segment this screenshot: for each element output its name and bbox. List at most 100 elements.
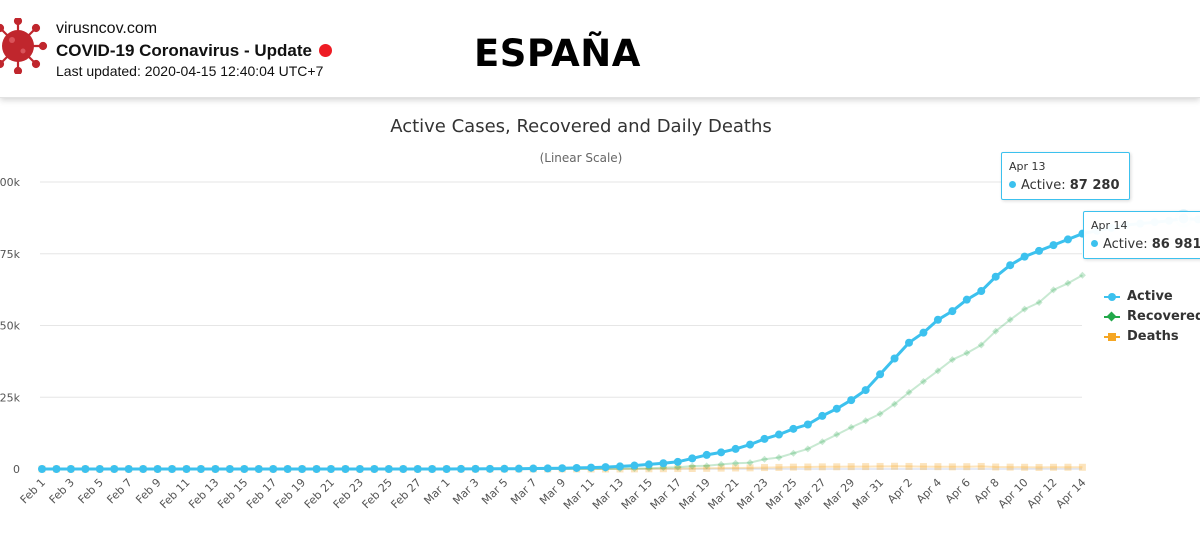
deaths-point [645,465,653,473]
x-tick-label: Feb 7 [104,476,134,506]
active-point [760,434,769,443]
y-tick-label: 0 [13,463,20,476]
x-tick-label: Feb 25 [360,476,395,511]
active-point [81,464,90,473]
active-point [1020,252,1029,261]
x-tick-label: Feb 17 [244,476,279,511]
deaths-point [891,462,899,470]
legend-item-recovered[interactable]: Recovered [1104,307,1200,327]
chart-title: Active Cases, Recovered and Daily Deaths [390,116,772,137]
active-point [789,424,798,433]
site-name[interactable]: virusncov.com [56,20,158,37]
deaths-point [1064,463,1072,471]
deaths-point [948,463,956,471]
deaths-point [732,464,740,472]
active-point [543,464,552,473]
active-point [587,463,596,472]
active-point [991,272,1000,281]
recovered-point [891,400,899,408]
x-tick-label: Apr 6 [943,476,973,506]
series-active[interactable] [38,209,1200,473]
x-tick-label: Feb 13 [186,476,221,511]
legend-item-active[interactable]: Active [1104,287,1200,307]
active-point [240,464,249,473]
active-point [341,464,350,473]
deaths-point [1006,463,1014,471]
x-tick-label: Mar 31 [850,476,886,512]
active-point [962,295,971,304]
active-point [254,464,263,473]
active-point [673,457,682,466]
recovered-point [992,327,1000,335]
deaths-point [1021,463,1029,471]
tooltip-date: Apr 13 [1009,160,1046,173]
header-bar: virusncov.com COVID-19 Coronavirus - Upd… [0,0,1200,98]
active-point [327,464,335,473]
active-point [717,448,726,457]
x-tick-label: Feb 3 [47,476,77,506]
active-point [702,450,711,459]
deaths-point [775,463,783,471]
active-point [1035,246,1044,255]
active-point [500,464,509,473]
active-point [919,328,928,337]
active-point [905,338,913,347]
virus-icon [0,18,48,74]
deaths-point [1078,463,1086,471]
active-point [211,464,220,473]
active-point [196,464,205,473]
last-updated: Last updated: 2020-04-15 12:40:04 UTC+7 [56,63,324,79]
series-recovered[interactable] [38,271,1086,473]
active-point [774,430,783,439]
active-point [890,354,899,363]
active-point [225,464,234,473]
x-tick-label: Mar 13 [590,476,626,512]
recovered-point [1006,316,1014,324]
deaths-point [746,464,754,472]
active-point [457,464,466,473]
x-tick-label: Mar 25 [763,476,799,512]
x-tick-label: Mar 1 [421,476,452,507]
recovered-point [789,449,797,457]
deaths-point [905,462,913,470]
active-point [471,464,480,473]
active-point [572,463,581,472]
active-point [616,462,624,471]
active-point [182,464,191,473]
active-point [688,454,697,463]
deaths-point [862,463,870,471]
x-tick-label: Mar 7 [508,476,539,507]
recovered-point [862,417,870,425]
active-point [558,464,567,473]
recovered-point [1064,279,1072,287]
deaths-point [703,464,711,472]
active-point [659,459,668,468]
square-marker-icon [1108,333,1116,341]
recovered-point [905,388,913,396]
active-point [803,420,812,429]
diamond-marker-icon [1106,311,1117,322]
deaths-point [833,463,841,471]
recovered-point [761,455,768,463]
recovered-point [977,341,985,349]
active-point [847,396,856,405]
deaths-point [1035,463,1043,471]
grid [40,181,1082,470]
active-point [630,461,639,470]
active-point [442,464,451,473]
active-point [124,464,133,473]
x-tick-label: Apr 2 [885,476,915,506]
x-tick-label: Apr 12 [1025,476,1060,511]
active-point [312,464,321,473]
active-point [977,287,986,296]
active-point [818,411,827,420]
x-tick-label: Apr 14 [1053,476,1088,511]
x-tick-label: Feb 19 [273,476,308,511]
active-point [933,315,942,324]
active-point [601,463,610,472]
active-point [529,464,538,473]
x-tick-label: Mar 19 [677,476,713,512]
legend-item-deaths[interactable]: Deaths [1104,327,1200,347]
active-point [110,464,119,473]
